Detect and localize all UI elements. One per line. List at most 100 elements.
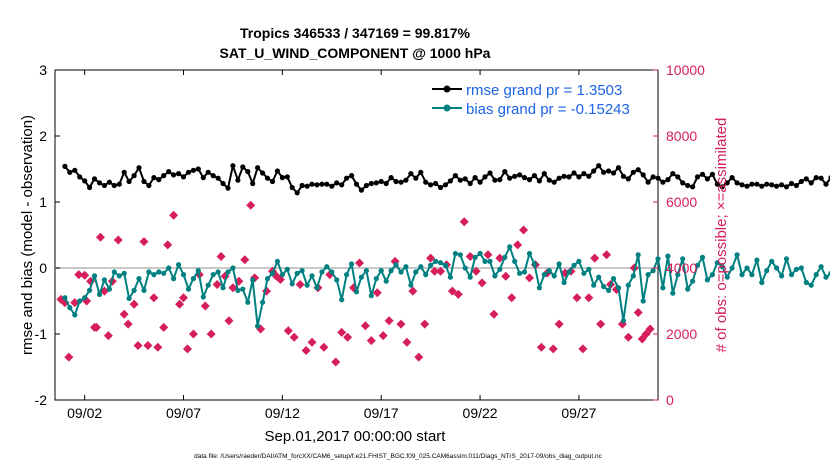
bias-data-point — [447, 274, 453, 280]
bias-data-point — [561, 279, 567, 286]
obs-count-marker — [396, 319, 406, 329]
rmse-data-point — [131, 173, 137, 179]
obs-count-marker — [471, 266, 481, 276]
obs-count-marker — [384, 316, 394, 326]
y-tick-label-right: 2000 — [666, 326, 697, 342]
bias-data-point — [482, 258, 488, 264]
obs-count-marker — [163, 240, 173, 250]
obs-count-marker — [572, 293, 582, 303]
bias-data-point — [225, 269, 231, 275]
rmse-data-point — [398, 179, 404, 185]
rmse-data-point — [630, 169, 636, 175]
rmse-data-point — [818, 175, 824, 181]
bias-data-point — [334, 277, 340, 283]
obs-count-marker — [354, 258, 364, 268]
rmse-data-point — [87, 184, 93, 191]
rmse-data-point — [447, 178, 453, 184]
obs-count-marker — [228, 283, 238, 293]
obs-count-marker — [489, 309, 499, 319]
bias-data-point — [309, 273, 315, 279]
obs-count-marker — [240, 255, 250, 265]
rmse-data-point — [195, 166, 201, 172]
obs-count-marker — [477, 278, 487, 288]
bias-data-point — [517, 270, 523, 276]
y-tick-label-left: -2 — [35, 392, 48, 408]
x-tick-label: 09/22 — [463, 405, 498, 421]
rmse-data-point — [176, 171, 182, 177]
bias-data-point — [546, 268, 552, 274]
rmse-data-point — [245, 169, 251, 175]
rmse-data-point — [101, 182, 107, 189]
rmse-data-point — [655, 175, 661, 181]
bias-data-point — [764, 268, 770, 274]
bias-data-point — [67, 305, 73, 311]
rmse-data-point — [749, 181, 755, 187]
bias-data-point — [601, 283, 607, 290]
rmse-data-point — [788, 180, 795, 187]
rmse-data-point — [289, 184, 295, 191]
bias-data-point — [591, 282, 597, 288]
bias-data-point — [353, 289, 360, 295]
obs-count-marker — [436, 266, 446, 276]
rmse-data-point — [620, 173, 627, 179]
bias-data-point — [699, 254, 706, 260]
rmse-data-point — [660, 179, 666, 185]
rmse-data-point — [250, 180, 256, 187]
obs-count-marker — [483, 250, 493, 260]
bias-data-point — [329, 269, 335, 275]
rmse-data-point — [185, 169, 192, 175]
bias-data-point — [452, 250, 458, 257]
rmse-data-point — [279, 175, 285, 181]
rmse-data-point — [225, 185, 231, 191]
x-tick-label: 09/07 — [166, 405, 201, 421]
bias-data-point — [556, 261, 562, 267]
bias-data-point — [299, 268, 305, 274]
bias-data-point — [754, 257, 760, 263]
rmse-data-point — [304, 183, 310, 189]
rmse-data-point — [719, 184, 725, 190]
bias-data-point — [566, 269, 572, 275]
rmse-data-point — [294, 190, 300, 196]
rmse-data-point — [759, 183, 765, 189]
rmse-data-point — [255, 165, 261, 171]
rmse-data-point — [72, 167, 78, 173]
obs-count-marker — [337, 327, 347, 337]
rmse-data-point — [754, 181, 760, 187]
rmse-data-point — [428, 182, 434, 188]
obs-count-marker — [578, 344, 588, 354]
obs-count-marker — [378, 331, 388, 341]
rmse-data-point — [551, 179, 557, 185]
rmse-data-point — [462, 176, 468, 182]
rmse-data-point — [699, 171, 706, 177]
obs-count-marker — [139, 237, 149, 247]
rmse-data-point — [507, 175, 513, 181]
rmse-data-point — [166, 169, 172, 175]
bias-data-point — [279, 272, 285, 278]
obs-count-marker — [143, 341, 153, 351]
bias-data-point — [645, 272, 651, 278]
rmse-data-point — [378, 178, 384, 185]
bias-data-point — [344, 272, 350, 278]
rmse-data-point — [487, 170, 493, 176]
obs-count-marker — [465, 251, 475, 261]
data-file-footer: data file: /Users/raeder/DAI/ATM_forcXX/… — [194, 453, 603, 460]
bias-data-point — [96, 291, 103, 297]
rmse-data-point — [230, 163, 236, 169]
obs-count-marker — [103, 331, 113, 341]
legend-marker-bias — [443, 104, 451, 112]
bias-data-point — [408, 282, 414, 288]
rmse-data-point — [91, 176, 98, 182]
rmse-data-point — [457, 177, 463, 183]
bias-data-point — [269, 270, 276, 276]
obs-count-marker — [495, 253, 505, 263]
bias-data-point — [106, 286, 112, 292]
rmse-data-point — [526, 177, 533, 183]
obs-count-marker — [402, 337, 412, 347]
rmse-data-point — [521, 175, 528, 181]
bias-data-point — [467, 274, 473, 280]
bias-data-point — [581, 270, 587, 276]
rmse-data-point — [363, 182, 369, 189]
rmse-data-point — [635, 167, 641, 173]
bias-data-point — [358, 274, 364, 280]
rmse-data-point — [606, 168, 612, 174]
